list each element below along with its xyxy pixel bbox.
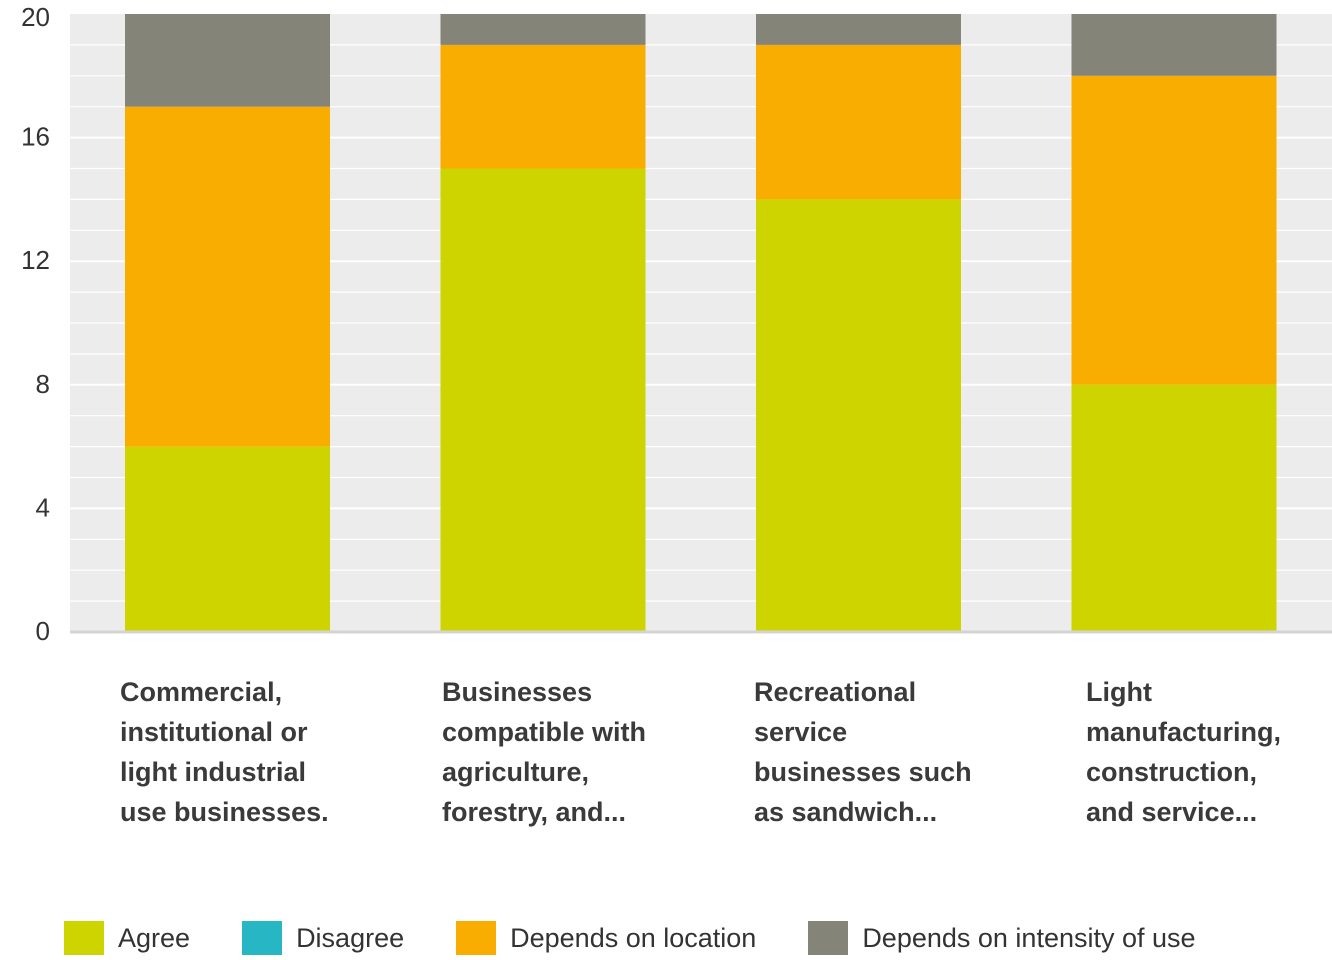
category-label-line: and service... [1086,797,1258,827]
category-label-2: Businesses compatible with agriculture, … [442,672,682,832]
category-label-line: Recreational [754,677,917,707]
y-tick-label: 16 [21,122,50,152]
bar-segment-agree[interactable] [1071,384,1277,632]
y-tick-label: 4 [36,492,50,522]
legend-item-depends-on-intensity[interactable]: Depends on intensity of use [808,921,1196,955]
bar-segment-depends-on-location[interactable] [1071,75,1277,385]
category-label-line: compatible with [442,717,647,747]
legend-item-depends-on-location[interactable]: Depends on location [456,921,756,955]
category-label-line: construction, [1086,757,1258,787]
legend-label-disagree: Disagree [296,922,405,953]
bar-segment-depends-on-location[interactable] [125,106,330,447]
category-label-line: as sandwich... [754,797,938,827]
legend-swatch-depends-on-location [456,921,497,955]
category-label-line: manufacturing, [1086,717,1282,747]
legend-item-agree[interactable]: Agree [64,921,190,955]
bar-segment-depends-on-intensity-of-use[interactable] [756,14,961,45]
category-label-line: forestry, and... [442,797,627,827]
y-tick-label: 0 [36,616,50,646]
bar-segment-depends-on-intensity-of-use[interactable] [440,14,646,45]
category-label-line: use businesses. [120,797,329,827]
bar-segment-depends-on-location[interactable] [756,44,961,200]
stacked-bar-chart: 0 4 8 12 16 20 [21,2,1332,646]
category-label-3: Recreational service businesses such as … [754,672,994,832]
category-label-line: Commercial, [120,677,283,707]
category-label-1: Commercial, institutional or light indus… [120,672,360,832]
y-axis-ticks: 0 4 8 12 16 20 [21,2,50,646]
legend-label-depends-on-intensity: Depends on intensity of use [862,922,1196,953]
category-label-line: Businesses [442,677,593,707]
bar-segment-agree[interactable] [756,199,961,632]
legend-swatch-agree [64,921,104,955]
y-tick-label: 8 [36,369,50,399]
category-label-line: businesses such [754,757,972,787]
bar-segment-agree[interactable] [440,168,646,633]
y-tick-label: 20 [21,2,50,32]
category-label-line: Light [1086,677,1152,707]
bar-segment-agree[interactable] [125,446,330,632]
legend-label-agree: Agree [118,922,191,953]
category-label-4: Light manufacturing, construction, and s… [1086,672,1326,832]
bar-segment-depends-on-intensity-of-use[interactable] [1071,14,1277,76]
legend: Agree Disagree Depends on location Depen… [64,916,1248,960]
category-label-line: agriculture, [442,757,590,787]
category-label-line: service [754,717,848,747]
category-label-line: light industrial [120,757,306,787]
y-tick-label: 12 [21,245,50,275]
bar-segment-depends-on-location[interactable] [440,44,646,169]
legend-swatch-disagree [242,921,283,955]
category-label-line: institutional or [120,717,308,747]
legend-label-depends-on-location: Depends on location [510,922,757,953]
legend-swatch-depends-on-intensity [808,921,849,955]
bar-segment-depends-on-intensity-of-use[interactable] [125,14,330,107]
bars [125,14,1277,632]
legend-item-disagree[interactable]: Disagree [242,921,404,955]
